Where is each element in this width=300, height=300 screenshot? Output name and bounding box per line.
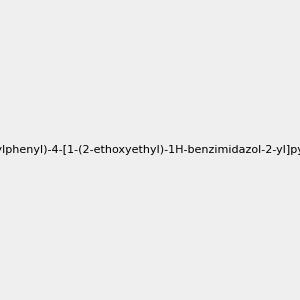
Text: 1-(2,6-dimethylphenyl)-4-[1-(2-ethoxyethyl)-1H-benzimidazol-2-yl]pyrrolidin-2-on: 1-(2,6-dimethylphenyl)-4-[1-(2-ethoxyeth… bbox=[0, 145, 300, 155]
